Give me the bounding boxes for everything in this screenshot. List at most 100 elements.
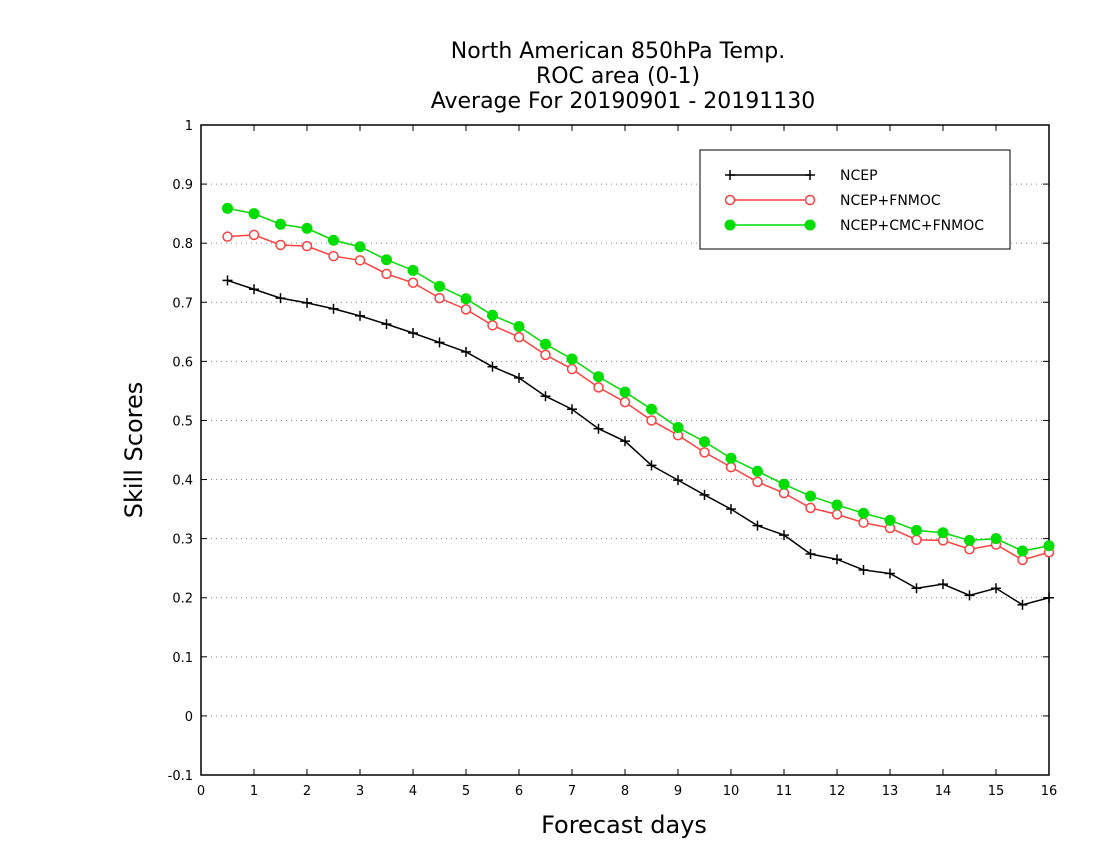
data-point-ncep [752,520,763,531]
legend-label-ncep-fnmoc: NCEP+FNMOC [840,193,941,209]
legend-marker-ncep-cmc-fnmoc [804,219,816,231]
data-point-ncep [461,346,471,357]
data-point-ncep-fnmoc [699,447,710,458]
data-point-ncep-cmc-fnmoc [513,321,525,332]
y-tick-label: 1 [185,119,193,134]
data-point-ncep-fnmoc [407,277,419,289]
x-tick-label: 16 [1041,784,1058,799]
data-point-ncep-fnmoc [381,268,392,280]
data-point-ncep-fnmoc [964,544,975,555]
data-point-ncep-cmc-fnmoc [858,507,869,519]
x-tick-label: 15 [988,784,1005,799]
x-tick-label: 14 [935,784,952,799]
x-tick-label: 13 [882,784,899,799]
data-point-ncep-cmc-fnmoc [1017,545,1028,557]
data-point-ncep-cmc-fnmoc [990,533,1002,545]
data-point-ncep-fnmoc [778,487,790,499]
data-point-ncep [567,404,577,415]
data-point-ncep-cmc-fnmoc [248,208,260,220]
data-point-ncep-fnmoc [593,382,604,393]
legend-label-ncep: NCEP [840,168,878,184]
data-point-ncep-fnmoc [248,229,260,241]
x-tick-label: 11 [776,784,793,799]
data-point-ncep [938,579,948,590]
legend-marker-ncep [725,170,735,180]
y-tick-label: 0.6 [172,355,193,370]
data-point-ncep [328,303,339,314]
data-point-ncep-cmc-fnmoc [487,309,498,321]
x-axis-label: Forecast days [541,811,707,839]
y-tick-label: 0.2 [172,592,193,607]
data-point-ncep [1044,592,1054,603]
data-point-ncep-fnmoc [1017,554,1028,566]
data-point-ncep [699,489,710,500]
legend-marker-ncep-fnmoc [804,194,816,206]
data-point-ncep [487,361,498,372]
y-tick-label: 0.4 [172,474,193,489]
data-point-ncep-cmc-fnmoc [725,452,737,464]
data-point-ncep-fnmoc [858,517,869,528]
data-point-ncep-cmc-fnmoc [566,353,578,365]
data-point-ncep [991,583,1001,594]
data-point-ncep-cmc-fnmoc [381,254,392,266]
data-point-ncep-cmc-fnmoc [1043,540,1055,552]
y-tick-label: 0 [185,710,193,725]
data-point-ncep-fnmoc [619,396,631,408]
data-point-ncep [646,460,657,471]
y-tick-label: 0.9 [172,178,193,193]
x-tick-label: 1 [250,784,258,799]
x-tick-label: 8 [621,784,629,799]
x-tick-label: 7 [568,784,576,799]
data-point-ncep [302,297,312,308]
chart-title-line-1: North American 850hPa Temp. [451,39,786,64]
data-point-ncep-fnmoc [911,534,922,546]
data-point-ncep [434,337,445,348]
data-point-ncep-fnmoc [460,304,472,315]
data-point-ncep-fnmoc [434,292,445,304]
data-point-ncep-fnmoc [222,231,233,242]
data-point-ncep-cmc-fnmoc [699,436,710,448]
data-point-ncep-fnmoc [487,320,498,331]
x-tick-label: 0 [197,784,205,799]
x-tick-label: 2 [303,784,311,799]
legend-label-ncep-cmc-fnmoc: NCEP+CMC+FNMOC [840,218,984,234]
data-point-ncep-cmc-fnmoc [752,465,763,477]
data-point-ncep [858,564,869,575]
data-point-ncep [673,475,683,486]
x-tick-label: 9 [674,784,682,799]
data-point-ncep [408,328,418,338]
data-point-ncep [222,275,233,286]
data-point-ncep-cmc-fnmoc [911,524,922,536]
x-tick-label: 3 [356,784,364,799]
data-point-ncep-fnmoc [831,509,843,520]
data-point-ncep-fnmoc [275,239,286,251]
y-tick-label: 0.3 [172,533,193,548]
legend-marker-ncep-cmc-fnmoc [724,219,736,231]
y-tick-label: -0.1 [168,769,193,784]
legend-marker-ncep [805,170,815,180]
data-point-ncep-cmc-fnmoc [328,234,339,246]
data-point-ncep-cmc-fnmoc [778,478,790,490]
data-point-ncep [1017,599,1028,610]
series-line-ncep-cmc-fnmoc [227,207,1050,552]
data-point-ncep-cmc-fnmoc [434,280,445,292]
data-point-ncep-cmc-fnmoc [619,386,631,398]
data-point-ncep-fnmoc [301,240,313,252]
y-tick-label: 0.8 [172,237,193,252]
series-line-ncep-fnmoc [227,234,1050,561]
data-point-ncep-cmc-fnmoc [460,293,472,305]
data-point-ncep-fnmoc [752,476,763,488]
data-point-ncep-fnmoc [540,349,551,361]
data-point-ncep [885,568,895,579]
x-tick-label: 5 [462,784,470,799]
plot-area: -0.100.10.20.30.40.50.60.70.80.910 1 2 3 4 5 6… [168,119,1058,799]
data-point-ncep [911,583,922,594]
data-point-ncep-cmc-fnmoc [593,371,604,383]
data-point-ncep [593,423,604,434]
y-tick-label: 0.7 [172,296,193,311]
x-tick-label: 12 [829,784,846,799]
data-point-ncep [726,504,736,515]
data-point-ncep [514,372,524,383]
data-point-ncep [275,293,286,304]
data-point-ncep-cmc-fnmoc [831,499,843,511]
